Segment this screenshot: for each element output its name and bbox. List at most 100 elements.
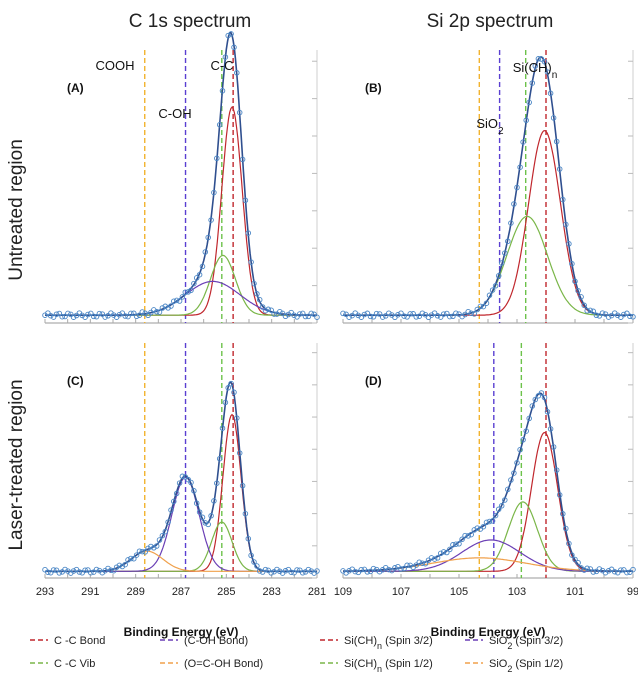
data-point: [560, 196, 566, 203]
data-point: [544, 69, 551, 75]
data-point: [268, 570, 274, 576]
panel-label: (A): [67, 81, 84, 95]
data-point: [294, 567, 300, 573]
data-point: [440, 311, 447, 317]
data-point: [544, 409, 551, 415]
data-point: [185, 289, 191, 295]
data-point: [343, 311, 349, 318]
data-point: [553, 138, 560, 145]
data-point: [242, 510, 249, 517]
data-point: [199, 263, 206, 270]
data-point: [462, 532, 468, 539]
data-point: [419, 560, 426, 566]
data-point: [480, 523, 487, 530]
component-curve-purple: [45, 476, 317, 572]
data-point: [271, 311, 277, 317]
data-point: [578, 294, 584, 300]
legend-label: C -C Bond: [54, 635, 105, 647]
data-point: [404, 314, 410, 320]
data-point: [508, 220, 514, 226]
envelope-curve: [343, 392, 633, 572]
data-point: [219, 88, 226, 94]
data-point: [611, 568, 618, 575]
x-tick-label: 109: [334, 586, 352, 598]
data-point: [88, 569, 94, 576]
data-point: [465, 533, 471, 539]
data-point: [398, 310, 404, 316]
data-point: [502, 250, 508, 256]
data-point: [498, 260, 505, 266]
data-point: [193, 500, 200, 506]
data-point: [556, 492, 563, 498]
data-point: [483, 519, 490, 526]
data-point: [196, 271, 203, 278]
peak-label: Si(CH)n: [513, 60, 558, 81]
data-point: [486, 518, 493, 525]
data-point: [90, 313, 97, 320]
data-point: [596, 566, 603, 572]
data-point: [407, 311, 413, 317]
data-point: [56, 310, 63, 317]
data-point: [231, 44, 237, 51]
data-point: [502, 497, 508, 503]
data-point: [236, 450, 243, 456]
data-point: [216, 455, 223, 462]
data-point: [179, 294, 186, 300]
legend-item: SiO2 (Spin 1/2): [465, 658, 563, 674]
data-point: [541, 58, 548, 65]
data-point: [346, 314, 352, 320]
data-point: [605, 314, 612, 320]
data-point: [294, 314, 300, 320]
data-point: [108, 567, 114, 573]
data-point: [136, 548, 143, 554]
data-point: [214, 480, 220, 486]
data-point: [547, 90, 554, 97]
data-point: [495, 506, 502, 513]
data-point: [82, 567, 88, 573]
data-point: [305, 566, 312, 573]
component-curve-green: [45, 254, 317, 316]
data-point: [231, 389, 237, 396]
data-point: [520, 437, 526, 443]
data-point: [401, 565, 407, 572]
data-point: [431, 556, 438, 562]
data-point: [199, 514, 206, 521]
panel-label: (C): [67, 374, 84, 388]
data-point: [450, 542, 456, 548]
data-point: [373, 310, 380, 317]
data-point: [159, 532, 166, 539]
legend-label: Si(CH)n (Spin 3/2): [344, 635, 433, 651]
data-point: [145, 312, 151, 319]
data-point: [474, 525, 481, 531]
data-point: [440, 549, 447, 555]
data-point: [105, 313, 111, 319]
data-point: [47, 569, 54, 576]
data-point: [142, 549, 148, 555]
data-point: [99, 311, 106, 317]
data-point: [550, 444, 557, 450]
peak-label: C-OH: [158, 106, 191, 121]
data-point: [76, 569, 83, 575]
data-point: [208, 513, 214, 519]
data-point: [618, 567, 624, 573]
data-point: [370, 565, 377, 572]
data-point: [162, 303, 169, 310]
data-point: [228, 31, 234, 37]
data-point: [302, 313, 309, 320]
data-point: [122, 561, 128, 568]
data-point: [105, 565, 111, 572]
data-point: [254, 291, 260, 297]
data-point: [376, 311, 383, 317]
row-label-laser-treated: Laser-treated region: [6, 379, 27, 550]
data-point: [191, 488, 197, 494]
data-point: [185, 476, 191, 483]
x-tick-label: 283: [262, 586, 280, 598]
data-point: [416, 313, 423, 319]
data-point: [139, 548, 146, 555]
data-point: [202, 249, 209, 255]
component-curve-red: [343, 431, 633, 572]
data-point: [110, 567, 117, 574]
data-point: [259, 304, 266, 310]
legend-item: C -C Vib: [30, 658, 95, 670]
data-point: [471, 311, 478, 317]
